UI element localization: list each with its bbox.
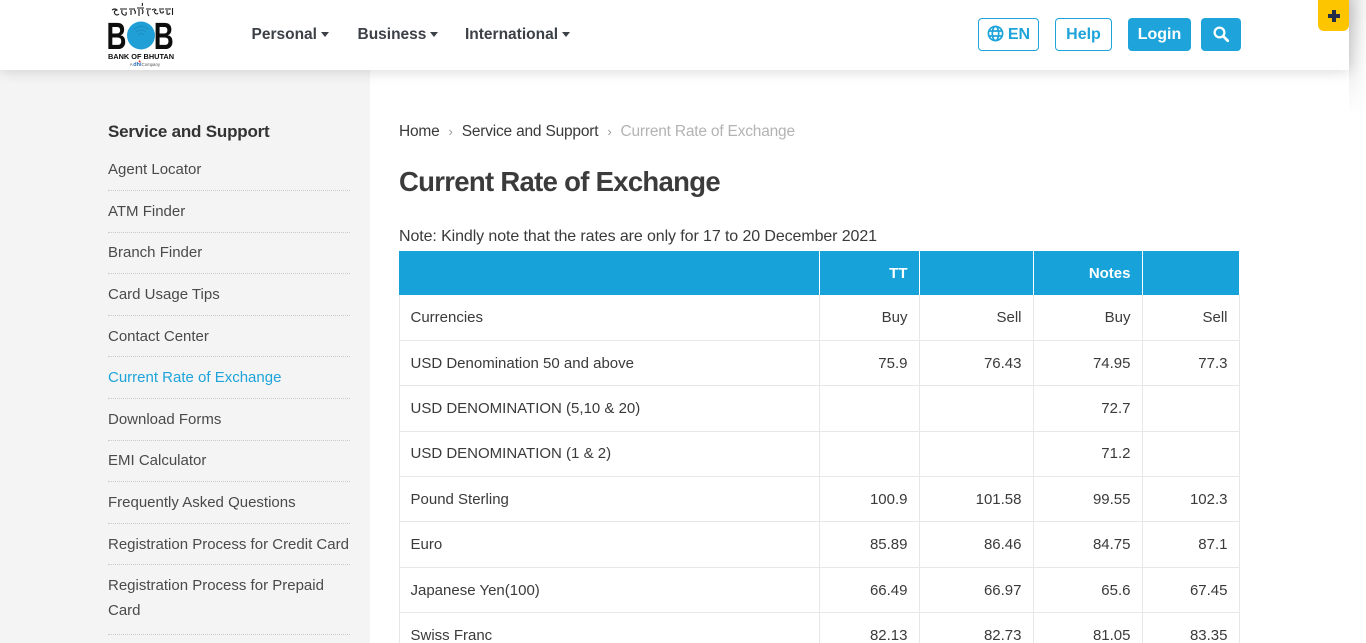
svg-text:BANK OF BHUTAN: BANK OF BHUTAN bbox=[108, 52, 174, 61]
svg-text:Company: Company bbox=[142, 62, 161, 67]
svg-text:dhi: dhi bbox=[133, 62, 142, 68]
svg-text:B: B bbox=[108, 16, 127, 58]
svg-text:A: A bbox=[130, 62, 133, 67]
svg-text:B: B bbox=[154, 16, 174, 58]
